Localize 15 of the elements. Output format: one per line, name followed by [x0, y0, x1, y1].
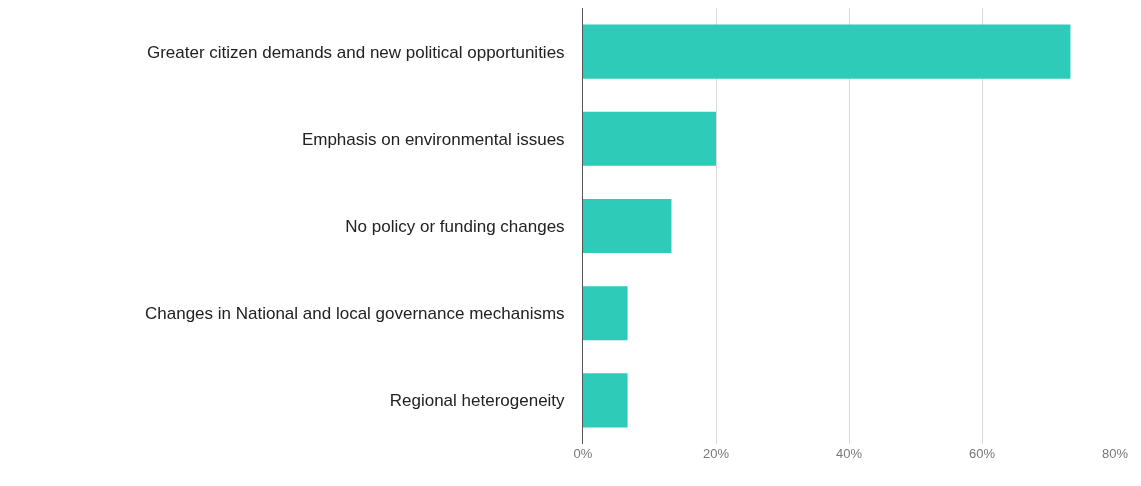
x-tick-label: 60%	[968, 446, 996, 461]
x-tick-label: 80%	[1101, 446, 1129, 461]
x-tick-label: 0%	[573, 446, 593, 461]
y-tick-label: Regional heterogeneity	[389, 391, 566, 411]
y-tick-label: Changes in National and local governance mechanisms	[145, 304, 565, 324]
y-tick-label: Emphasis on environmental issues	[301, 129, 565, 149]
y-tick-label: Greater citizen demands and new political opportunities	[146, 42, 565, 62]
x-tick-label: 20%	[702, 446, 730, 461]
bar	[583, 24, 1071, 79]
bar	[583, 111, 716, 166]
bar	[583, 373, 628, 428]
y-tick-label: No policy or funding changes	[345, 216, 565, 236]
bar	[583, 286, 628, 341]
x-tick-label: 40%	[835, 446, 863, 461]
bar	[583, 198, 672, 254]
